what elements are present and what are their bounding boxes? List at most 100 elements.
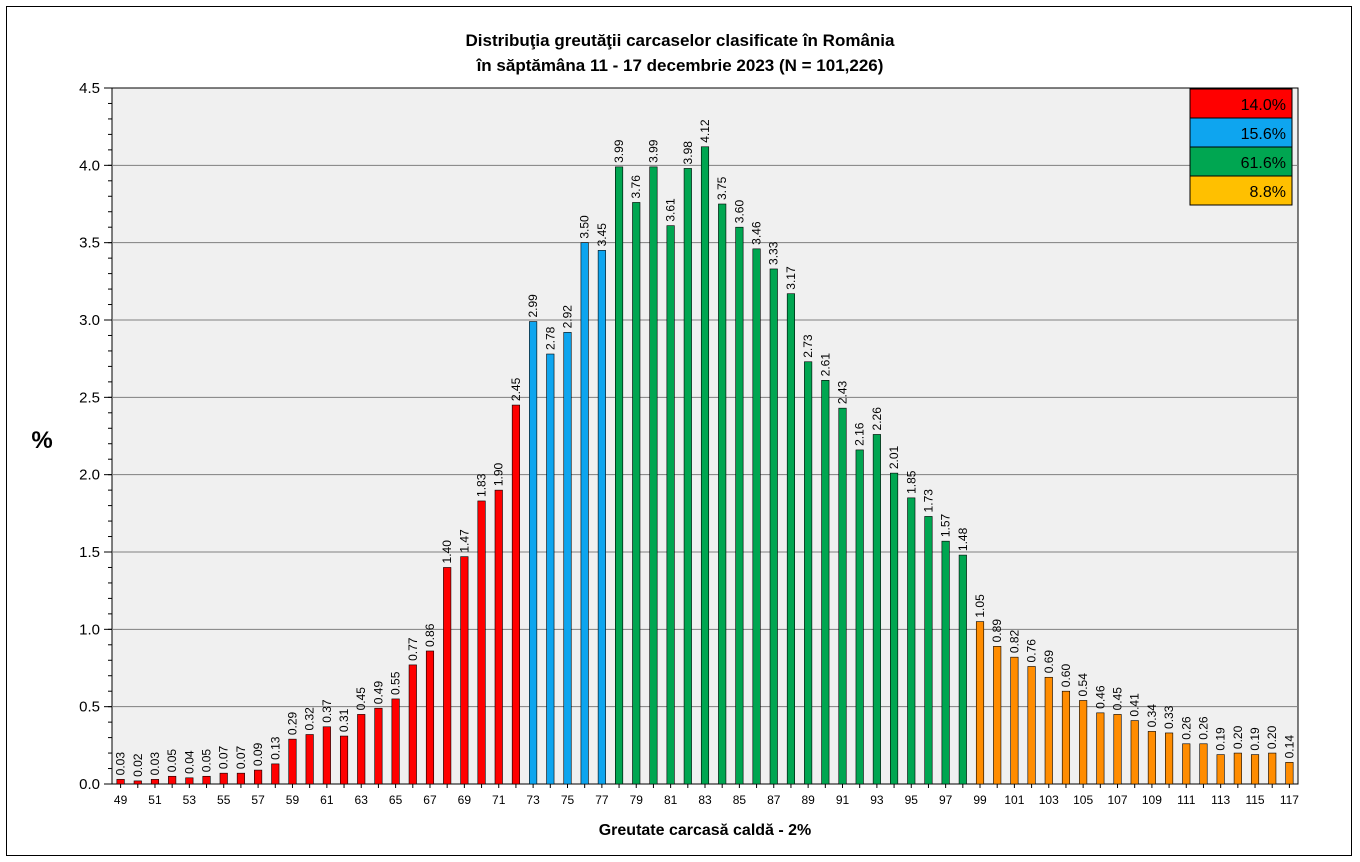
- bar: [408, 664, 417, 785]
- bar: [116, 779, 125, 785]
- data-label: 1.90: [492, 462, 506, 486]
- bar: [563, 332, 572, 785]
- bar: [666, 225, 675, 785]
- chart-subtitle: în săptămâna 11 - 17 decembrie 2023 (N =…: [476, 56, 884, 75]
- bar: [357, 714, 366, 785]
- data-label: 2.61: [818, 353, 832, 377]
- legend-label: 14.0%: [1241, 97, 1286, 114]
- x-tick-label: 99: [973, 793, 987, 807]
- x-tick-label: 109: [1142, 793, 1162, 807]
- bar: [615, 166, 624, 785]
- x-tick-label: 93: [870, 793, 884, 807]
- data-label: 2.92: [560, 305, 574, 329]
- bar: [494, 489, 503, 785]
- x-tick-label: 107: [1108, 793, 1128, 807]
- y-tick-label: 3.5: [79, 235, 100, 252]
- x-axis-ticks: 49 51 53 55 57 59 61 63 65 67 69 71 73 75 77 79 81 83 85 87…: [114, 784, 1299, 807]
- x-tick-label: 63: [355, 793, 369, 807]
- bar: [236, 772, 245, 785]
- data-label: 0.55: [389, 671, 403, 695]
- data-label: 3.76: [629, 175, 643, 199]
- y-axis-ticks: 0.0 0.5 1.0 1.5 2.0 2.5 3.0 3.5 4.0 4.5: [79, 80, 112, 793]
- bar: [804, 361, 813, 785]
- data-label: 0.14: [1282, 735, 1296, 759]
- x-tick-label: 97: [939, 793, 953, 807]
- data-label: 3.61: [664, 198, 678, 222]
- data-label: 0.29: [285, 711, 299, 735]
- x-tick-label: 73: [526, 793, 540, 807]
- x-tick-label: 85: [733, 793, 747, 807]
- x-tick-label: 57: [251, 793, 265, 807]
- x-tick-label: 95: [905, 793, 919, 807]
- data-label: 1.57: [939, 513, 953, 537]
- x-tick-label: 111: [1177, 793, 1196, 807]
- legend-swatch: [1189, 117, 1293, 148]
- bar: [1165, 732, 1174, 785]
- legend: 14.0% 15.6% 61.6% 8.8%: [1189, 88, 1293, 206]
- bar: [460, 556, 469, 785]
- data-label: 0.26: [1179, 716, 1193, 740]
- x-tick-label: 75: [561, 793, 575, 807]
- data-label: 0.26: [1196, 716, 1210, 740]
- bar: [1061, 690, 1071, 785]
- x-tick-label: 105: [1073, 793, 1093, 807]
- data-label: 0.13: [268, 736, 282, 760]
- bar: [339, 735, 349, 785]
- bar: [975, 621, 985, 785]
- y-tick-label: 2.0: [79, 467, 100, 484]
- bar: [821, 380, 830, 785]
- bar: [254, 769, 263, 785]
- bar: [838, 407, 847, 785]
- y-tick-label: 3.0: [79, 312, 100, 329]
- bar: [1268, 752, 1277, 785]
- bar: [718, 203, 727, 785]
- bar: [1027, 666, 1036, 785]
- data-label: 1.47: [457, 529, 471, 553]
- bar: [993, 646, 1002, 785]
- legend-swatch: [1189, 146, 1293, 177]
- data-label: 0.07: [234, 745, 248, 769]
- bar: [700, 146, 710, 785]
- data-labels: 0.03 0.02 0.03 0.05 0.04 0.05 0.07 0.07 0.09 0.13…: [114, 119, 1297, 777]
- bar: [769, 268, 778, 785]
- bar: [1147, 731, 1156, 785]
- data-label: 3.33: [767, 241, 781, 265]
- bar: [1010, 656, 1019, 785]
- legend-label: 8.8%: [1250, 184, 1286, 201]
- bar: [580, 242, 589, 785]
- bar: [322, 726, 331, 785]
- data-label: 3.99: [612, 139, 626, 163]
- data-label: 3.60: [732, 200, 746, 224]
- y-tick-label: 0.5: [79, 699, 100, 716]
- data-label: 0.60: [1059, 664, 1073, 688]
- bar: [391, 698, 400, 785]
- bar: [511, 404, 520, 785]
- y-tick-label: 4.5: [79, 80, 100, 97]
- x-tick-label: 71: [492, 793, 506, 807]
- data-label: 3.99: [646, 139, 660, 163]
- bar: [1285, 762, 1294, 785]
- bar: [1182, 743, 1191, 785]
- bar: [924, 516, 933, 785]
- data-label: 0.77: [406, 637, 420, 661]
- bar: [1250, 754, 1260, 785]
- x-tick-label: 79: [630, 793, 644, 807]
- bar: [374, 707, 383, 785]
- bar: [1199, 743, 1208, 785]
- data-label: 1.05: [973, 594, 987, 618]
- data-label: 0.05: [165, 749, 179, 773]
- bar: [1096, 712, 1105, 785]
- data-label: 3.46: [750, 221, 764, 245]
- data-label: 0.69: [1042, 650, 1056, 674]
- data-label: 0.37: [320, 699, 334, 723]
- data-label: 0.45: [1111, 687, 1125, 711]
- bar: [941, 540, 950, 785]
- bar: [425, 650, 435, 785]
- x-tick-label: 89: [801, 793, 815, 807]
- x-tick-label: 67: [423, 793, 437, 807]
- bar: [1113, 714, 1122, 785]
- data-label: 0.20: [1265, 725, 1279, 749]
- bar: [271, 763, 280, 785]
- x-tick-label: 87: [767, 793, 781, 807]
- legend-swatch: [1189, 175, 1293, 206]
